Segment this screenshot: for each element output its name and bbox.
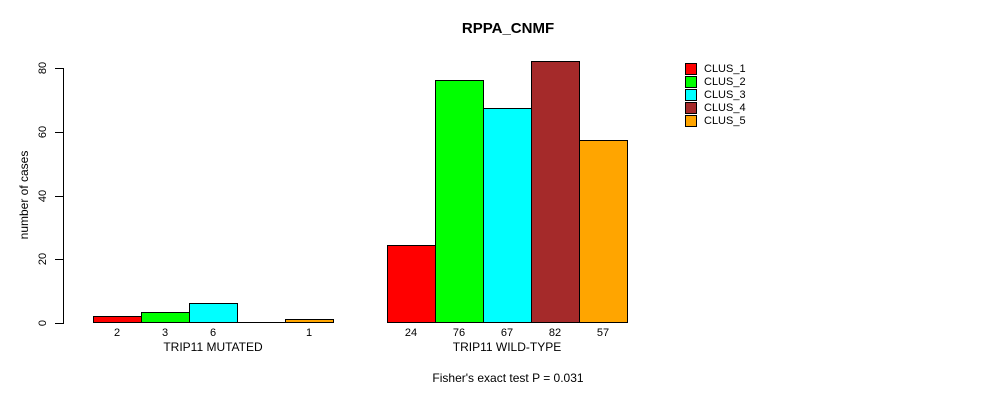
- legend-item-clus_1: CLUS_1: [685, 63, 746, 75]
- y-tick: [55, 259, 63, 260]
- y-tick-label: 80: [37, 61, 49, 75]
- legend: CLUS_1 CLUS_2 CLUS_3 CLUS_4 CLUS_5: [685, 63, 746, 128]
- legend-label: CLUS_2: [704, 76, 746, 88]
- group-label-trip11-mutated: TRIP11 MUTATED: [163, 340, 263, 354]
- y-tick: [55, 68, 63, 69]
- legend-item-clus_4: CLUS_4: [685, 102, 746, 114]
- bar-clus_3-trip11-wild-type: [483, 108, 532, 323]
- bar-value-label: 82: [548, 327, 562, 339]
- bar-value-label: 67: [500, 327, 514, 339]
- bar-clus_4-trip11-wild-type: [531, 61, 580, 323]
- fisher-test-annotation: Fisher's exact test P = 0.031: [432, 371, 584, 385]
- bar-clus_2-trip11-mutated: [141, 312, 190, 323]
- bar-value-label: 1: [305, 327, 313, 339]
- bar-clus_5-trip11-mutated: [285, 319, 334, 323]
- bar-value-label: 6: [209, 327, 217, 339]
- bar-value-label: 24: [404, 327, 418, 339]
- bar-clus_2-trip11-wild-type: [435, 80, 484, 323]
- legend-label: CLUS_4: [704, 102, 746, 114]
- legend-item-clus_2: CLUS_2: [685, 76, 746, 88]
- legend-item-clus_3: CLUS_3: [685, 89, 746, 101]
- bar-clus_1-trip11-wild-type: [387, 245, 436, 323]
- bar-clus_4-trip11-mutated: [237, 322, 286, 323]
- legend-swatch-clus_1: [685, 63, 697, 75]
- legend-swatch-clus_2: [685, 76, 697, 88]
- y-axis-label: number of cases: [17, 150, 31, 240]
- legend-label: CLUS_3: [704, 89, 746, 101]
- legend-swatch-clus_4: [685, 102, 697, 114]
- legend-label: CLUS_1: [704, 63, 746, 75]
- bar-value-label: 2: [113, 327, 121, 339]
- bar-clus_1-trip11-mutated: [93, 316, 142, 323]
- legend-swatch-clus_5: [685, 115, 697, 127]
- legend-label: CLUS_5: [704, 115, 746, 127]
- y-axis-line: [63, 68, 64, 324]
- legend-swatch-clus_3: [685, 89, 697, 101]
- y-tick: [55, 196, 63, 197]
- y-tick-label: 60: [37, 125, 49, 139]
- y-tick-label: 20: [37, 252, 49, 266]
- bar-clus_3-trip11-mutated: [189, 303, 238, 323]
- bar-value-label: 57: [596, 327, 610, 339]
- y-tick-label: 40: [37, 189, 49, 203]
- bar-value-label: 3: [161, 327, 169, 339]
- chart-title: RPPA_CNMF: [461, 20, 555, 37]
- y-tick: [55, 132, 63, 133]
- y-tick-label: 0: [37, 319, 49, 327]
- bar-value-label: 76: [452, 327, 466, 339]
- legend-item-clus_5: CLUS_5: [685, 115, 746, 127]
- y-tick: [55, 323, 63, 324]
- group-label-trip11-wild-type: TRIP11 WILD-TYPE: [452, 340, 562, 354]
- bar-clus_5-trip11-wild-type: [579, 140, 628, 323]
